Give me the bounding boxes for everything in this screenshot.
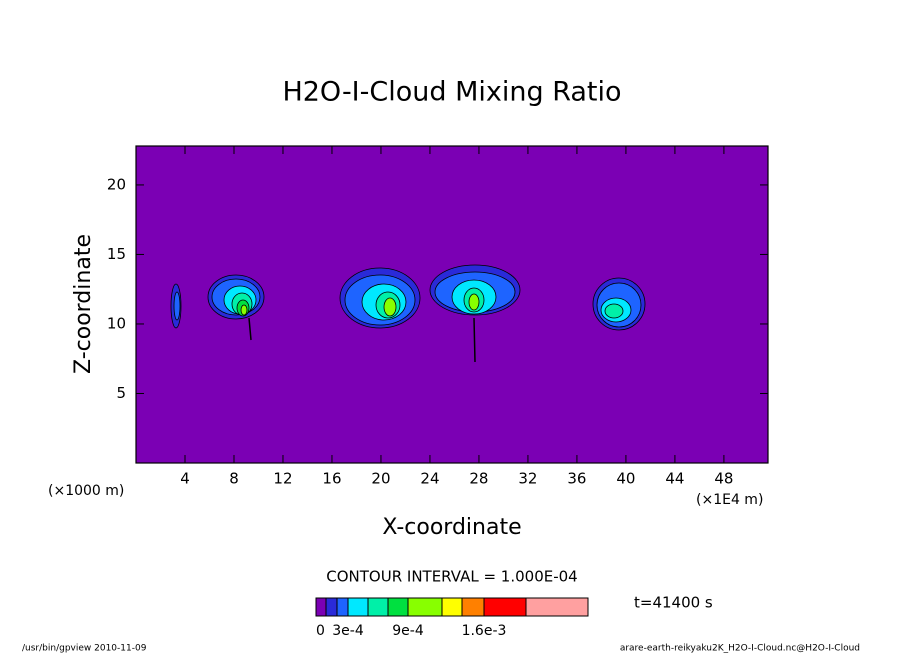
x-tick-label: 8 (229, 470, 239, 488)
footer-left: /usr/bin/gpview 2010-11-09 (22, 644, 147, 654)
footer-right: arare-earth-reikyaku2K_H2O-I-Cloud.nc@H2… (620, 644, 860, 654)
contour-region (173, 291, 181, 321)
colorbar-band (347, 597, 369, 617)
x-tick-label: 12 (273, 470, 292, 488)
x-unit-right: (×1E4 m) (696, 492, 763, 508)
x-tick-label: 40 (616, 470, 635, 488)
x-tick-label: 4 (180, 470, 190, 488)
colorbar-label: 3e-4 (332, 623, 364, 639)
x-tick-label: 16 (322, 470, 341, 488)
y-tick-label: 20 (107, 175, 126, 193)
colorbar-label: 1.6e-3 (462, 623, 507, 639)
x-tick-label: 20 (371, 470, 390, 488)
contour-interval: CONTOUR INTERVAL = 1.000E-04 (326, 568, 577, 586)
contour-region (604, 303, 624, 319)
x-tick-label: 36 (567, 470, 586, 488)
chart-title: H2O-I-Cloud Mixing Ratio (282, 77, 621, 108)
y-tick-label: 15 (107, 245, 126, 263)
contour-region (240, 304, 248, 316)
colorbar-band (461, 597, 485, 617)
y-tick-label: 10 (107, 314, 126, 332)
x-tick-label: 44 (665, 470, 684, 488)
x-tick-label: 28 (469, 470, 488, 488)
plot-frame (135, 145, 769, 464)
colorbar-band (483, 597, 527, 617)
time-label: t=41400 s (634, 594, 713, 612)
colorbar-band (441, 597, 463, 617)
colorbar-band (525, 597, 589, 617)
y-axis-label: Z-coordinate (71, 234, 96, 374)
colorbar-band (387, 597, 409, 617)
x-tick-label: 48 (714, 470, 733, 488)
colorbar-label: 9e-4 (392, 623, 424, 639)
colorbar-band (336, 597, 349, 617)
x-axis-label: X-coordinate (382, 515, 521, 540)
y-tick-label: 5 (116, 384, 126, 402)
colorbar-band (325, 597, 338, 617)
contour-region (468, 293, 480, 311)
contour-region (383, 297, 397, 317)
x-tick-label: 24 (420, 470, 439, 488)
x-tick-label: 32 (518, 470, 537, 488)
colorbar-band (407, 597, 443, 617)
x-unit-left: (×1000 m) (48, 483, 124, 499)
contour-line (248, 317, 476, 363)
colorbar-label: 0 (316, 623, 325, 639)
colorbar-band (367, 597, 389, 617)
colorbar-band (315, 597, 327, 617)
